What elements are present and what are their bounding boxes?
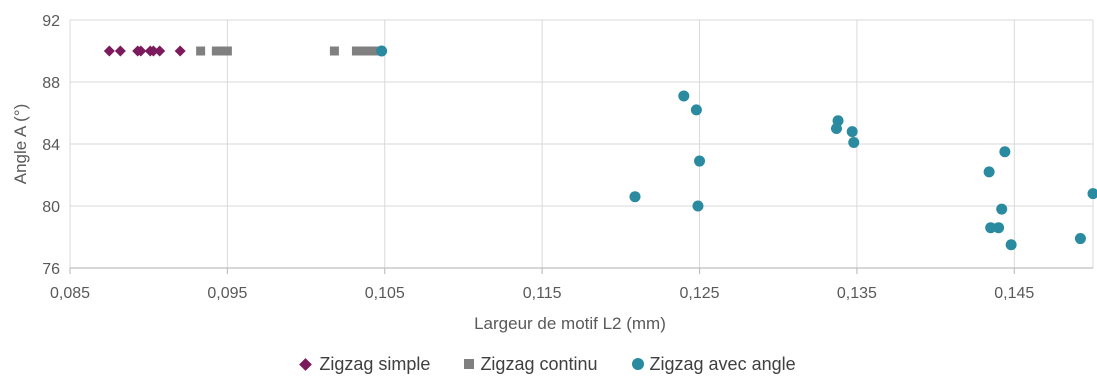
data-points — [103, 45, 1097, 251]
scatter-chart: 0,085 0,095 0,105 0,115 0,125 0,135 0,145 76 80… — [11, 13, 1097, 333]
legend-marker-square — [464, 359, 475, 369]
y-axis-title: Angle A (°) — [11, 104, 30, 185]
data-point-diamond — [147, 45, 159, 57]
data-point-diamond — [174, 45, 186, 57]
data-point-square — [216, 46, 226, 56]
data-point-circle — [376, 45, 388, 57]
x-tick-label: 0,135 — [837, 285, 877, 302]
data-point-square — [369, 46, 379, 56]
x-tick-label: 0,125 — [680, 285, 720, 302]
data-point-square — [329, 46, 339, 56]
data-point-circle — [629, 191, 641, 203]
data-point-circle — [694, 155, 706, 167]
x-tick-label: 0,105 — [365, 285, 405, 302]
data-point-square — [222, 46, 232, 56]
data-point-square — [359, 46, 369, 56]
y-tick-label: 92 — [42, 13, 60, 30]
y-tick-label: 76 — [42, 261, 60, 278]
data-point-square — [196, 46, 206, 56]
data-point-circle — [846, 126, 858, 138]
legend-item: Zigzag continu — [464, 353, 598, 375]
y-tick-label: 80 — [42, 199, 60, 216]
data-point-diamond — [103, 45, 115, 57]
x-axis-ticks: 0,085 0,095 0,105 0,115 0,125 0,135 0,145 — [50, 285, 1034, 302]
legend-item: Zigzag avec angle — [631, 353, 796, 375]
data-point-diamond — [135, 45, 147, 57]
data-point-square — [364, 46, 374, 56]
series-diamond — [103, 45, 186, 57]
data-point-circle — [830, 123, 842, 134]
data-point-circle — [993, 222, 1005, 234]
data-point-circle — [1074, 233, 1086, 245]
legend-label: Zigzag continu — [480, 353, 598, 374]
legend-label: Zigzag simple — [319, 353, 431, 374]
data-point-circle — [996, 203, 1008, 215]
y-axis-ticks: 76 80 84 88 92 — [42, 13, 60, 278]
series-circle — [376, 45, 1097, 251]
data-point-circle — [690, 104, 702, 116]
legend-item: Zigzag simple — [299, 353, 431, 375]
legend-marker-diamond — [299, 357, 313, 371]
data-point-circle — [692, 200, 704, 212]
axes — [69, 267, 1093, 274]
legend-marker-circle — [631, 358, 644, 370]
data-point-circle — [678, 90, 690, 102]
grid — [69, 19, 1094, 269]
x-tick-label: 0,115 — [523, 285, 562, 302]
data-point-diamond — [154, 45, 166, 57]
data-point-circle — [999, 146, 1011, 158]
x-tick-label: 0,085 — [50, 285, 90, 302]
x-tick-label: 0,145 — [994, 285, 1034, 302]
data-point-circle — [1005, 239, 1017, 251]
data-point-square — [351, 46, 361, 56]
data-point-square — [211, 46, 221, 56]
y-tick-label: 88 — [42, 75, 60, 92]
series-square — [196, 46, 379, 56]
data-point-circle — [983, 166, 995, 178]
x-tick-label: 0,095 — [207, 285, 247, 302]
y-tick-label: 84 — [42, 137, 60, 154]
x-axis-title: Largeur de motif L2 (mm) — [474, 314, 666, 333]
legend-label: Zigzag avec angle — [649, 353, 796, 374]
legend: Zigzag simple Zigzag continu Zigzag avec a… — [0, 350, 1097, 378]
data-point-circle — [848, 136, 860, 148]
data-point-diamond — [114, 45, 126, 57]
data-point-circle — [985, 222, 997, 234]
data-point-circle — [1087, 188, 1097, 200]
